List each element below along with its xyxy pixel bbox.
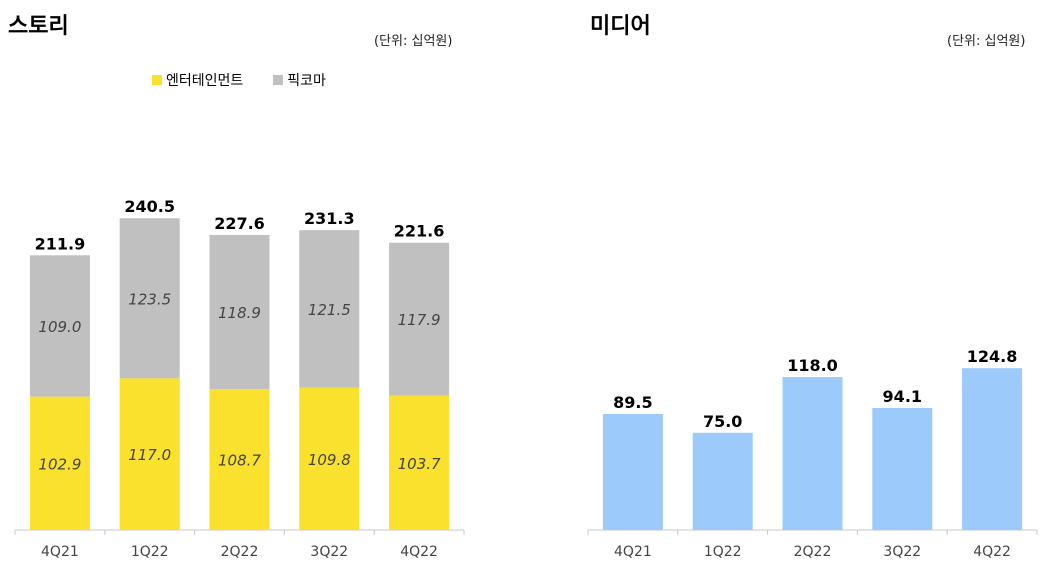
story-bar-entertainment	[209, 389, 270, 530]
media-x-tick-label: 4Q21	[614, 544, 652, 560]
story-bar-entertainment	[29, 396, 90, 530]
story-total-label: 211.9	[35, 234, 86, 253]
legend-item-piccoma: 픽코마	[273, 70, 326, 90]
story-bar-entertainment	[119, 378, 180, 530]
story-segment-label: 109.8	[308, 451, 351, 469]
story-segment-label: 117.9	[398, 311, 441, 329]
story-total-label: 231.3	[304, 209, 355, 228]
story-segment-label: 121.5	[308, 301, 351, 319]
story-total-label: 227.6	[214, 214, 265, 233]
media-value-label: 89.5	[613, 393, 652, 412]
legend-swatch-entertainment	[152, 75, 162, 85]
media-bar	[602, 413, 663, 530]
story-unit-label: (단위: 십억원)	[374, 34, 453, 49]
story-segment-label: 109.0	[38, 318, 81, 336]
story-bar-piccoma	[29, 255, 90, 397]
story-bar-piccoma	[119, 218, 180, 379]
story-bar-piccoma	[389, 242, 450, 396]
story-segment-label: 118.9	[218, 304, 261, 322]
story-segment-label: 103.7	[398, 455, 441, 473]
media-x-tick-label: 3Q22	[883, 544, 921, 560]
story-bar-entertainment	[299, 387, 360, 530]
story-segment-label: 123.5	[128, 290, 171, 308]
story-segment-label: 117.0	[128, 446, 171, 464]
story-segment-label: 108.7	[218, 452, 261, 470]
story-chart-title: 스토리	[8, 14, 69, 39]
media-bar	[962, 368, 1023, 530]
media-value-label: 94.1	[883, 387, 922, 406]
story-bar-piccoma	[209, 234, 270, 390]
media-x-tick-label: 4Q22	[973, 544, 1011, 560]
legend-label-piccoma: 픽코마	[287, 73, 326, 89]
story-x-tick-label: 3Q22	[310, 544, 348, 560]
legend-swatch-piccoma	[273, 75, 284, 85]
story-x-tick-label: 4Q22	[400, 544, 438, 560]
media-x-tick-label: 2Q22	[794, 544, 832, 560]
media-bar	[872, 408, 933, 530]
story-bar-piccoma	[299, 230, 360, 388]
story-bar-entertainment	[389, 395, 450, 530]
story-x-tick-label: 1Q22	[131, 544, 169, 560]
media-value-label: 75.0	[703, 412, 742, 431]
legend-item-entertainment: 엔터테인먼트	[152, 70, 243, 90]
media-bar	[782, 377, 843, 530]
media-x-tick-label: 1Q22	[704, 544, 742, 560]
story-segment-label: 102.9	[38, 455, 81, 473]
story-x-tick-label: 2Q22	[221, 544, 259, 560]
story-total-label: 221.6	[394, 222, 445, 241]
media-value-label: 118.0	[787, 356, 838, 375]
legend-label-entertainment: 엔터테인먼트	[166, 73, 244, 89]
story-total-label: 240.5	[124, 197, 175, 216]
story-x-tick-label: 4Q21	[41, 544, 79, 560]
media-unit-label: (단위: 십억원)	[947, 34, 1026, 49]
story-legend: 엔터테인먼트 픽코마	[152, 70, 326, 90]
media-bar	[692, 432, 753, 530]
media-chart-title: 미디어	[590, 14, 651, 39]
media-value-label: 124.8	[967, 347, 1018, 366]
